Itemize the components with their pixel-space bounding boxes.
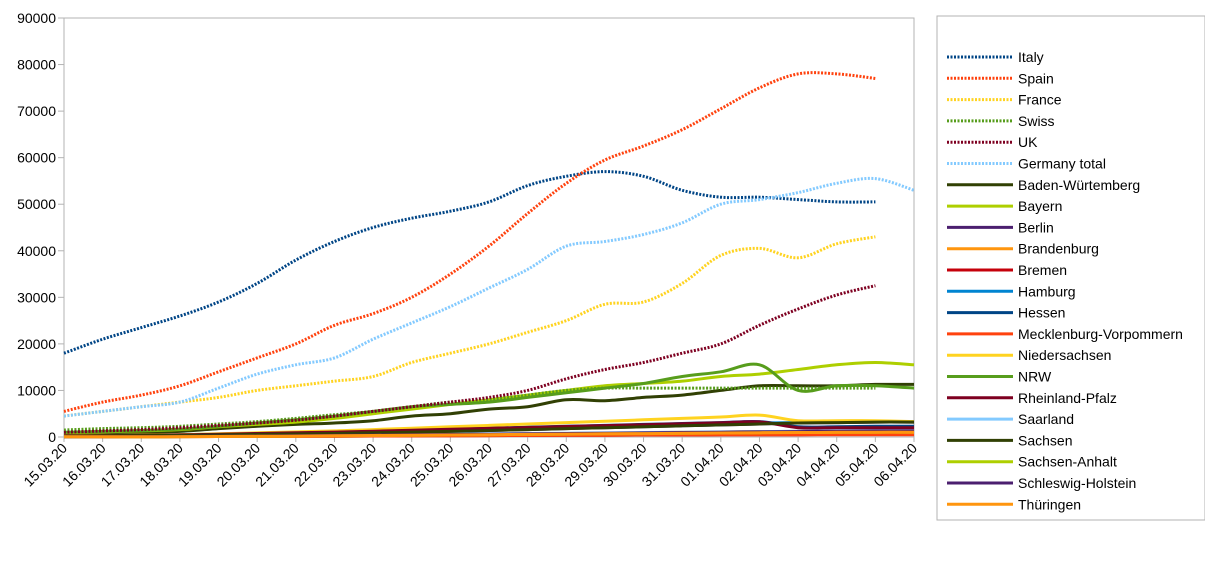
legend-label: Schleswig-Holstein <box>1018 475 1136 491</box>
y-tick-label: 10000 <box>17 382 56 398</box>
legend-label: Swiss <box>1018 113 1055 129</box>
legend-label: Thüringen <box>1018 496 1081 512</box>
legend-label: France <box>1018 92 1062 108</box>
legend-label: Mecklenburg-Vorpommern <box>1018 326 1183 342</box>
legend-label: Bayern <box>1018 198 1062 214</box>
legend-label: Niedersachsen <box>1018 347 1111 363</box>
legend-label: Sachsen-Anhalt <box>1018 454 1117 470</box>
series-line-nrw <box>63 362 915 434</box>
series-line-france <box>63 235 876 418</box>
series-line-germany-total <box>63 176 915 418</box>
y-tick-label: 80000 <box>17 57 56 73</box>
series-line-th-ringen <box>64 430 915 439</box>
legend-label: UK <box>1018 134 1038 150</box>
legend-label: Sachsen <box>1018 432 1072 448</box>
legend-label: Spain <box>1018 70 1054 86</box>
y-tick-label: 70000 <box>17 103 56 119</box>
legend: Italy Spain France Swiss UK Germany total Bade… <box>936 15 1205 521</box>
y-tick-label: 20000 <box>17 336 56 352</box>
x-axis: 15.03.2016.03.2017.03.2018.03.2019.03.20… <box>20 437 920 490</box>
legend-label: Bremen <box>1018 262 1067 278</box>
y-axis: 0 10000 20000 30000 40000 50000 60000 70000 8000… <box>17 10 64 445</box>
series-line-uk <box>63 284 876 434</box>
plot-frame <box>63 17 915 438</box>
y-tick-label: 0 <box>48 429 56 445</box>
legend-label: Italy <box>1018 49 1044 65</box>
legend-label: Baden-Würtemberg <box>1018 177 1140 193</box>
y-tick-label: 50000 <box>17 196 56 212</box>
y-tick-label: 40000 <box>17 243 56 259</box>
legend-label: NRW <box>1018 369 1052 385</box>
legend-label: Rheinland-Pfalz <box>1018 390 1117 406</box>
x-tick-label: 06.04.20 <box>870 440 920 490</box>
legend-label: Saarland <box>1018 411 1074 427</box>
y-tick-label: 90000 <box>17 10 56 26</box>
legend-label: Hessen <box>1018 305 1065 321</box>
legend-label: Hamburg <box>1018 283 1076 299</box>
y-tick-label: 60000 <box>17 150 56 166</box>
series-lines <box>63 71 915 439</box>
plot-area <box>63 17 915 438</box>
series-line-baden-w-rtemberg <box>63 382 915 435</box>
legend-frame <box>936 15 1205 521</box>
legend-label: Berlin <box>1018 219 1054 235</box>
legend-label: Germany total <box>1018 156 1106 172</box>
series-line-spain <box>63 71 876 413</box>
legend-label: Brandenburg <box>1018 241 1099 257</box>
y-tick-label: 30000 <box>17 289 56 305</box>
